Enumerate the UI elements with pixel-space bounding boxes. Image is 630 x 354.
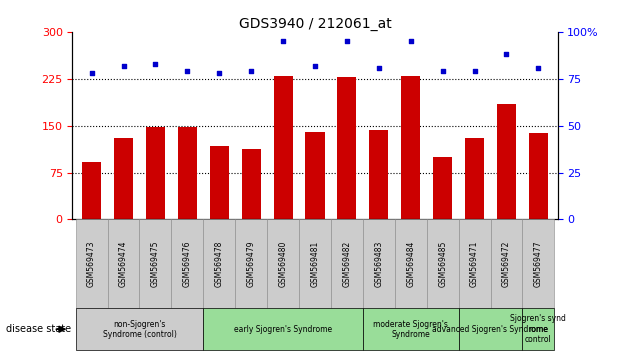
Text: GSM569480: GSM569480 bbox=[278, 240, 287, 287]
Bar bbox=[171, 219, 203, 308]
Bar bbox=[146, 127, 165, 219]
Bar bbox=[210, 146, 229, 219]
Point bbox=[374, 65, 384, 70]
Bar bbox=[108, 219, 139, 308]
Bar bbox=[235, 219, 267, 308]
Bar bbox=[76, 219, 108, 308]
Bar bbox=[529, 133, 548, 219]
Bar bbox=[299, 219, 331, 308]
Title: GDS3940 / 212061_at: GDS3940 / 212061_at bbox=[239, 17, 391, 31]
Point bbox=[501, 52, 512, 57]
Bar bbox=[241, 149, 261, 219]
Text: Sjogren's synd
rome
control: Sjogren's synd rome control bbox=[510, 314, 566, 344]
Text: GSM569481: GSM569481 bbox=[311, 241, 319, 287]
Point bbox=[342, 38, 352, 44]
Text: GSM569477: GSM569477 bbox=[534, 240, 543, 287]
Bar bbox=[363, 308, 459, 350]
Text: early Sjogren's Syndrome: early Sjogren's Syndrome bbox=[234, 325, 332, 334]
Bar bbox=[401, 76, 420, 219]
Text: non-Sjogren's
Syndrome (control): non-Sjogren's Syndrome (control) bbox=[103, 320, 176, 339]
Point bbox=[406, 38, 416, 44]
Point bbox=[118, 63, 129, 68]
Bar bbox=[497, 104, 516, 219]
Bar bbox=[433, 157, 452, 219]
Bar bbox=[491, 219, 522, 308]
Bar bbox=[114, 138, 133, 219]
Text: GSM569478: GSM569478 bbox=[215, 240, 224, 287]
Point bbox=[310, 63, 320, 68]
Bar bbox=[203, 219, 235, 308]
Bar bbox=[459, 219, 491, 308]
Bar bbox=[306, 132, 324, 219]
Point bbox=[246, 68, 256, 74]
Bar bbox=[76, 308, 203, 350]
Bar bbox=[395, 219, 427, 308]
Text: GSM569475: GSM569475 bbox=[151, 240, 160, 287]
Bar bbox=[331, 219, 363, 308]
Text: GSM569482: GSM569482 bbox=[343, 241, 352, 287]
Text: GSM569483: GSM569483 bbox=[374, 240, 383, 287]
Bar bbox=[273, 76, 293, 219]
Point bbox=[469, 68, 479, 74]
Bar bbox=[369, 130, 389, 219]
Bar bbox=[82, 162, 101, 219]
Text: GSM569484: GSM569484 bbox=[406, 240, 415, 287]
Text: GSM569471: GSM569471 bbox=[470, 240, 479, 287]
Bar bbox=[522, 219, 554, 308]
Bar bbox=[178, 127, 197, 219]
Bar bbox=[459, 308, 522, 350]
Text: moderate Sjogren's
Syndrome: moderate Sjogren's Syndrome bbox=[374, 320, 448, 339]
Text: GSM569472: GSM569472 bbox=[502, 240, 511, 287]
Bar bbox=[522, 308, 554, 350]
Bar bbox=[363, 219, 395, 308]
Point bbox=[534, 65, 544, 70]
Text: GSM569476: GSM569476 bbox=[183, 240, 192, 287]
Bar bbox=[267, 219, 299, 308]
Point bbox=[182, 68, 192, 74]
Bar bbox=[139, 219, 171, 308]
Text: GSM569474: GSM569474 bbox=[119, 240, 128, 287]
Text: GSM569479: GSM569479 bbox=[247, 240, 256, 287]
Text: advanced Sjogren's Syndrome: advanced Sjogren's Syndrome bbox=[432, 325, 549, 334]
Bar bbox=[427, 219, 459, 308]
Point bbox=[214, 70, 224, 76]
Point bbox=[86, 70, 96, 76]
Bar bbox=[203, 308, 363, 350]
Text: disease state: disease state bbox=[6, 324, 71, 334]
Point bbox=[438, 68, 448, 74]
Bar bbox=[337, 77, 357, 219]
Point bbox=[278, 38, 288, 44]
Text: GSM569473: GSM569473 bbox=[87, 240, 96, 287]
Point bbox=[151, 61, 161, 67]
Text: GSM569485: GSM569485 bbox=[438, 240, 447, 287]
Bar bbox=[465, 138, 484, 219]
